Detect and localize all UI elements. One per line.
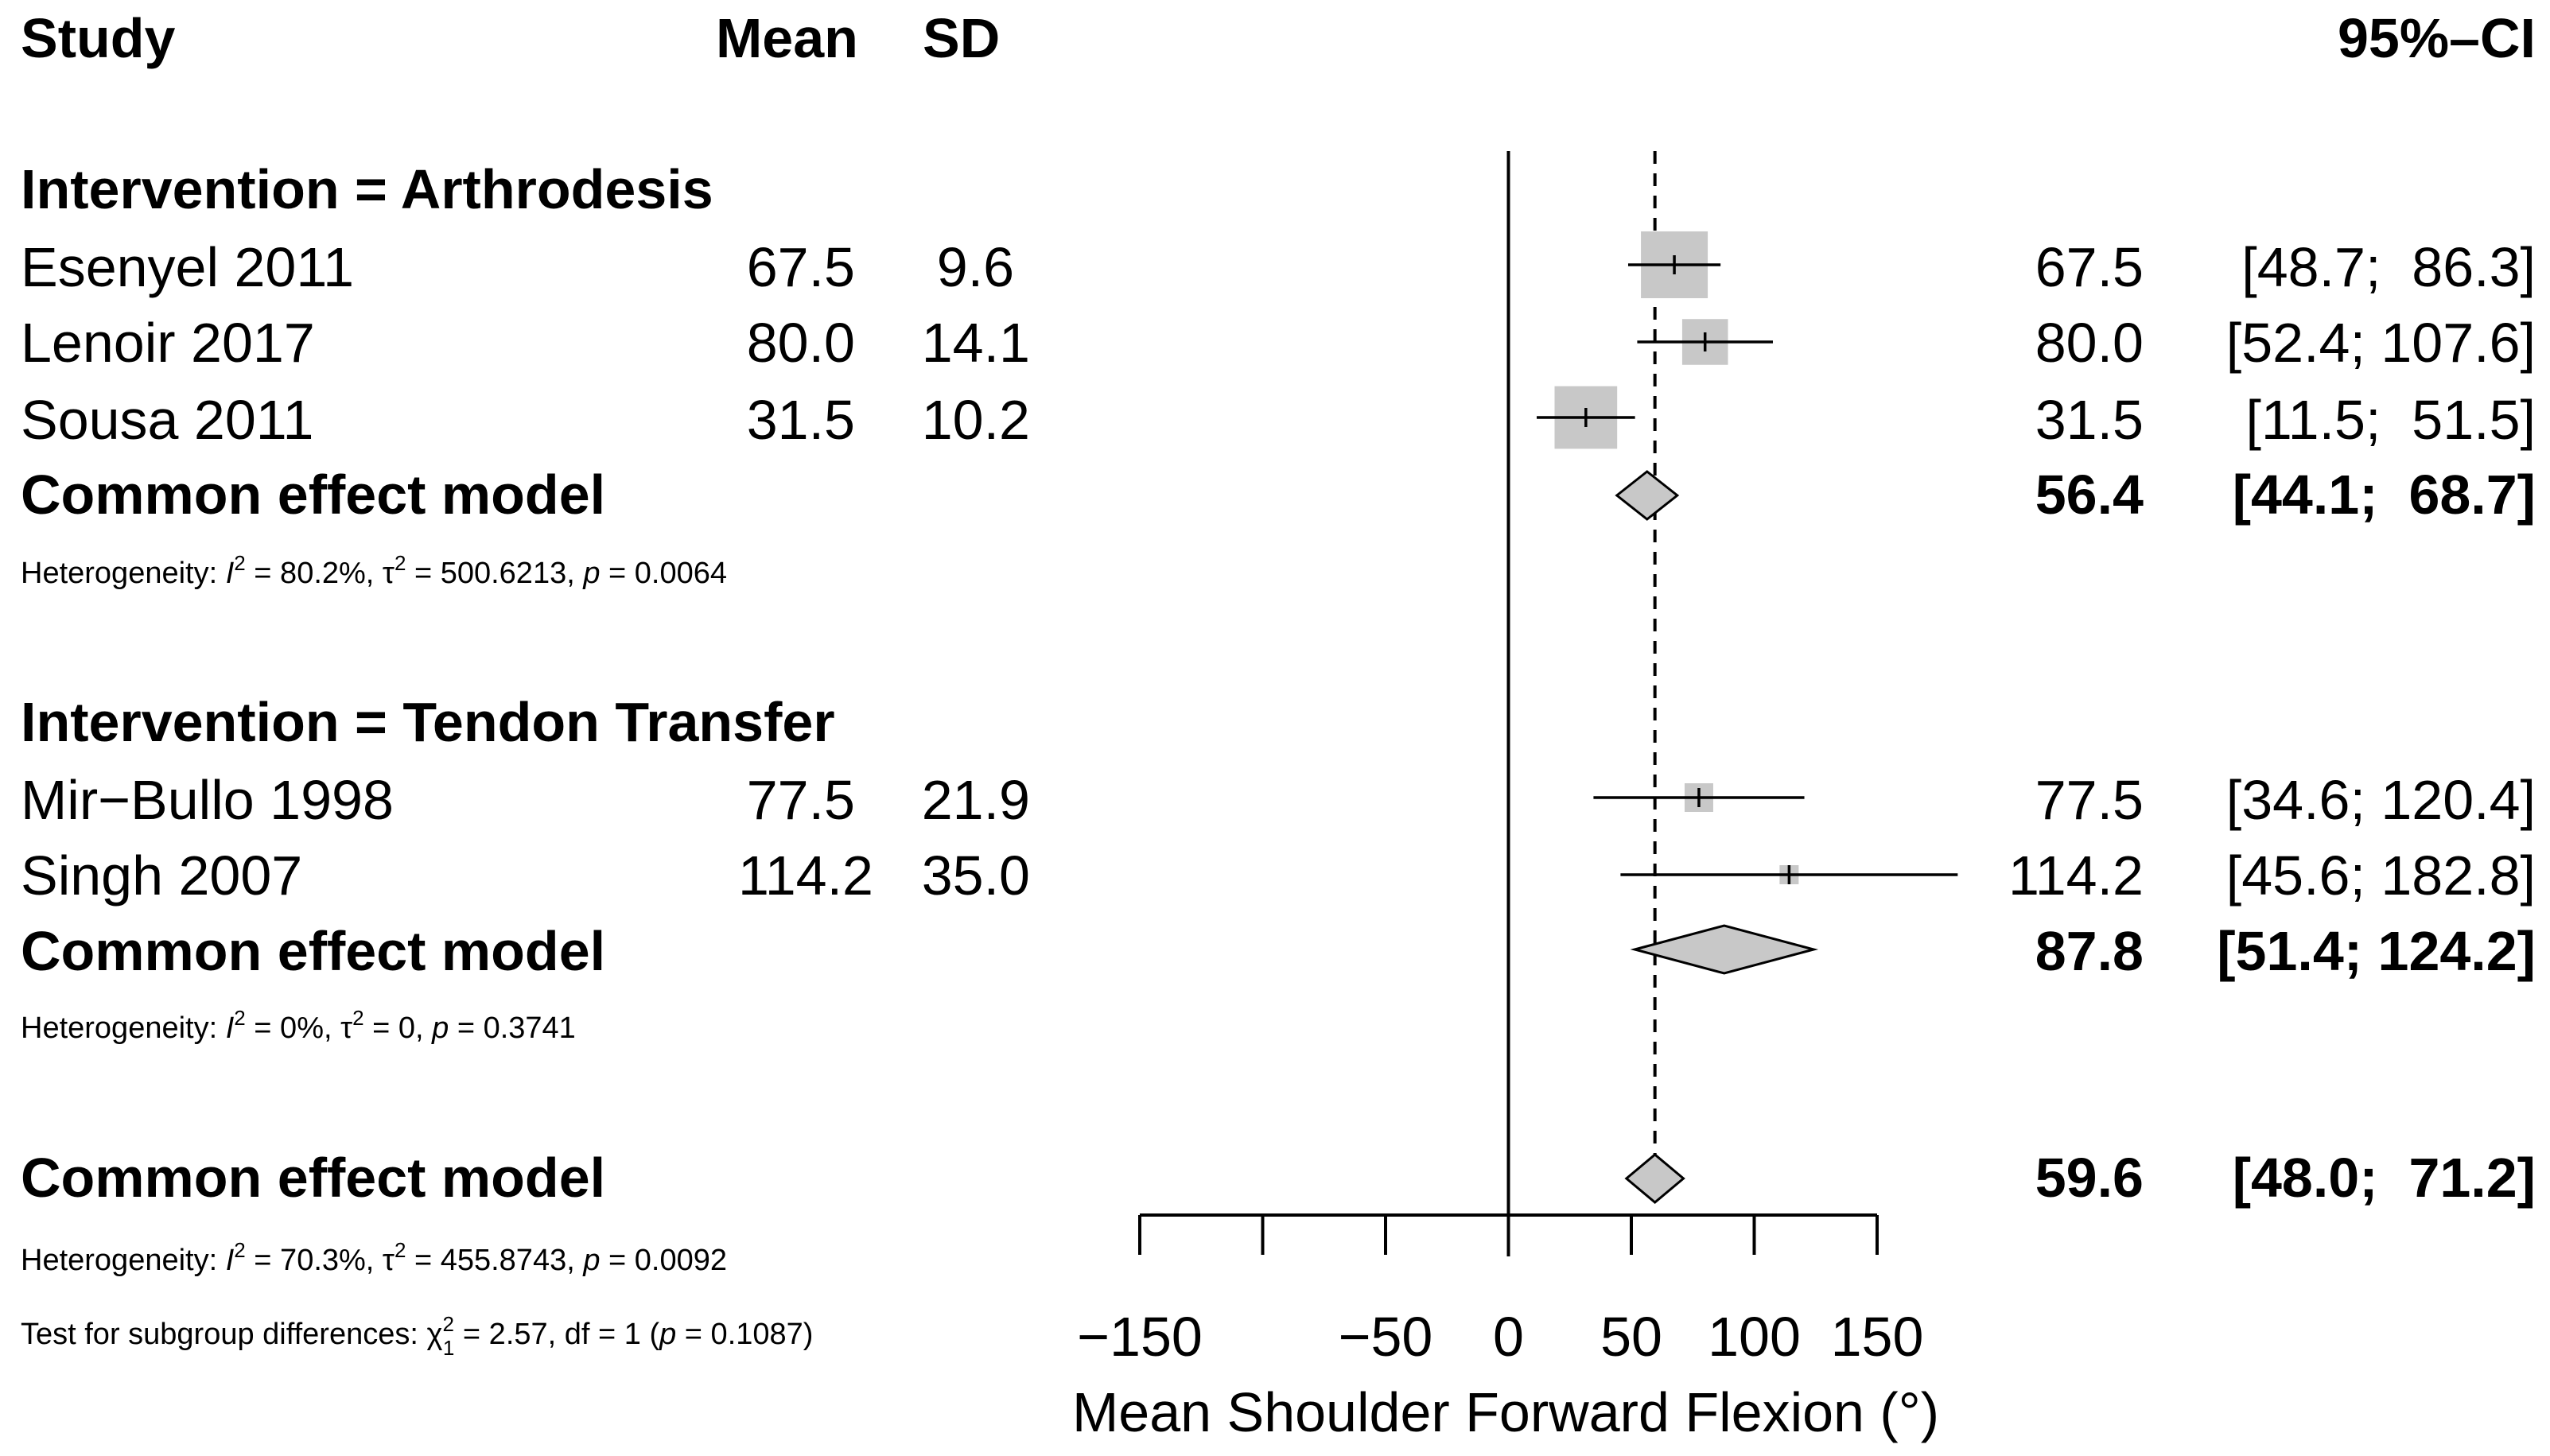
study-estimate: 114.2	[2008, 844, 2144, 907]
model-ci: [44.1; 68.7]	[2233, 464, 2536, 526]
study-mean: 114.2	[738, 844, 873, 907]
study-mean: 77.5	[747, 769, 855, 831]
header-mean: Mean	[716, 7, 858, 69]
study-ci: [52.4; 107.6]	[2226, 312, 2536, 374]
heterogeneity-stats: Heterogeneity: I2 = 0%, τ2 = 0, p = 0.37…	[21, 1006, 576, 1045]
study-ci: [45.6; 182.8]	[2226, 844, 2536, 907]
subgroup-title-tendon-transfer: Intervention = Tendon Transfer	[21, 691, 835, 753]
x-axis-title: Mean Shoulder Forward Flexion (°)	[1072, 1381, 1939, 1443]
study-mean: 67.5	[747, 236, 855, 298]
model-estimate: 56.4	[2035, 464, 2144, 526]
common-effect-diamond	[1630, 924, 1819, 975]
overall-model-estimate: 59.6	[2035, 1147, 2144, 1209]
model-ci: [51.4; 124.2]	[2217, 920, 2536, 982]
study-mean: 80.0	[747, 312, 855, 374]
overall-heterogeneity-stats: Heterogeneity: I2 = 70.3%, τ2 = 455.8743…	[21, 1238, 727, 1277]
model-label: Common effect model	[21, 920, 605, 982]
x-tick-label: 100	[1708, 1306, 1801, 1368]
header-study: Study	[21, 7, 176, 69]
study-sd: 10.2	[922, 389, 1030, 451]
study-estimate: 31.5	[2035, 389, 2144, 451]
model-label: Common effect model	[21, 464, 605, 526]
study-estimate: 67.5	[2035, 236, 2144, 298]
x-tick-label: 50	[1600, 1306, 1662, 1368]
subgroup-title-arthrodesis: Intervention = Arthrodesis	[21, 158, 713, 220]
plot-area: −150 −50 0 50 100 150	[1077, 151, 1958, 1368]
common-effect-diamond	[1615, 470, 1680, 521]
x-tick-label: 0	[1493, 1306, 1524, 1368]
study-name: Sousa 2011	[21, 389, 313, 451]
study-name: Esenyel 2011	[21, 236, 354, 298]
study-estimate: 80.0	[2035, 312, 2144, 374]
common-effect-diamond	[1624, 1153, 1685, 1204]
x-tick-label: −150	[1077, 1306, 1203, 1368]
study-mean: 31.5	[747, 389, 855, 451]
subgroup-differences-test: Test for subgroup differences: χ2 1 = 2.5…	[21, 1312, 813, 1360]
study-ci: [48.7; 86.3]	[2241, 236, 2536, 298]
study-name: Lenoir 2017	[21, 312, 315, 374]
header-ci: 95%–CI	[2338, 7, 2536, 69]
study-ci: [11.5; 51.5]	[2245, 389, 2536, 451]
header-sd: SD	[923, 7, 1000, 69]
study-sd: 35.0	[922, 844, 1030, 907]
study-sd: 14.1	[922, 312, 1030, 374]
overall-model-ci: [48.0; 71.2]	[2233, 1147, 2536, 1209]
x-tick-label: −50	[1339, 1306, 1433, 1368]
study-name: Mir−Bullo 1998	[21, 769, 394, 831]
heterogeneity-stats: Heterogeneity: I2 = 80.2%, τ2 = 500.6213…	[21, 551, 727, 590]
study-estimate: 77.5	[2035, 769, 2144, 831]
study-sd: 21.9	[922, 769, 1030, 831]
model-estimate: 87.8	[2035, 920, 2144, 982]
overall-model-label: Common effect model	[21, 1147, 605, 1209]
study-name: Singh 2007	[21, 844, 302, 907]
study-ci: [34.6; 120.4]	[2226, 769, 2536, 831]
x-tick-label: 150	[1831, 1306, 1924, 1368]
study-sd: 9.6	[937, 236, 1014, 298]
